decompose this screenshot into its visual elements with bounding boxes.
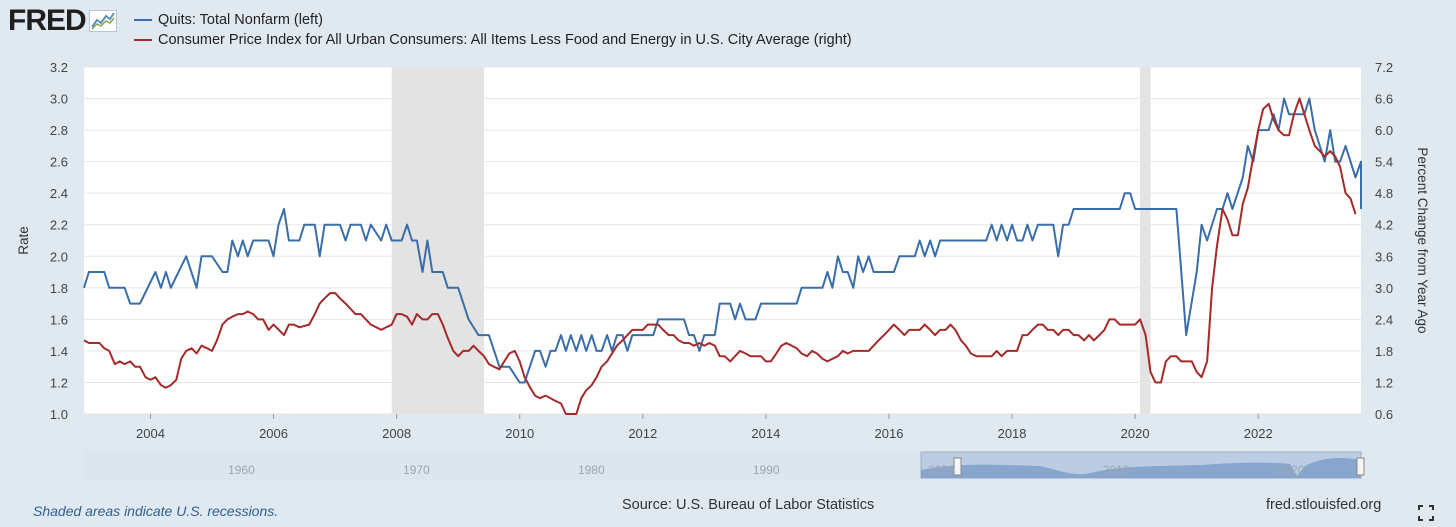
x-tick-label: 2012 (628, 426, 657, 441)
x-tick-label: 2014 (751, 426, 780, 441)
left-tick-label: 1.4 (50, 344, 68, 359)
recession-band-0 (392, 67, 484, 414)
navigator-tick-label: 1990 (753, 463, 780, 477)
left-tick-label: 1.0 (50, 407, 68, 422)
right-tick-label: 0.6 (1375, 407, 1393, 422)
x-tick-label: 2004 (136, 426, 165, 441)
x-tick-label: 2008 (382, 426, 411, 441)
left-tick-label: 2.2 (50, 218, 68, 233)
right-tick-label: 1.2 (1375, 375, 1393, 390)
right-tick-label: 6.6 (1375, 92, 1393, 107)
recession-note: Shaded areas indicate U.S. recessions. (33, 503, 278, 519)
right-tick-label: 1.8 (1375, 344, 1393, 359)
x-tick-label: 2020 (1121, 426, 1150, 441)
left-tick-label: 3.0 (50, 92, 68, 107)
line-chart: 1.0 0.6 1.2 1.2 1.4 1.8 1.6 2.4 1.8 3.0 2.0 3.6 2.2 4… (0, 0, 1456, 495)
navigator-tick-label: 1960 (228, 463, 255, 477)
x-tick-label: 2006 (259, 426, 288, 441)
left-tick-label: 2.0 (50, 249, 68, 264)
right-tick-label: 6.0 (1375, 123, 1393, 138)
right-tick-label: 7.2 (1375, 60, 1393, 75)
source-text: Source: U.S. Bureau of Labor Statistics (622, 497, 874, 513)
right-tick-label: 4.2 (1375, 218, 1393, 233)
left-tick-label: 3.2 (50, 60, 68, 75)
navigator-tick-label: 2020 (1278, 463, 1305, 477)
fred-url-link[interactable]: fred.stlouisfed.org (1266, 497, 1381, 513)
left-tick-label: 1.2 (50, 375, 68, 390)
left-tick-label: 1.6 (50, 312, 68, 327)
fullscreen-icon[interactable] (1418, 505, 1434, 521)
right-tick-label: 2.4 (1375, 312, 1393, 327)
right-tick-label: 3.6 (1375, 249, 1393, 264)
navigator-tick-label: 2000 (928, 463, 955, 477)
navigator-handle-left (954, 458, 961, 475)
left-tick-label: 2.6 (50, 155, 68, 170)
x-tick-label: 2022 (1244, 426, 1273, 441)
left-tick-label: 2.8 (50, 123, 68, 138)
x-tick-label: 2018 (998, 426, 1027, 441)
navigator-tick-label: 2010 (1103, 463, 1130, 477)
navigator-handle-right (1357, 458, 1364, 475)
left-tick-label: 1.8 (50, 281, 68, 296)
navigator-tick-label: 1970 (403, 463, 430, 477)
x-tick-label: 2010 (505, 426, 534, 441)
right-tick-label: 3.0 (1375, 281, 1393, 296)
left-tick-label: 2.4 (50, 186, 68, 201)
right-tick-label: 4.8 (1375, 186, 1393, 201)
navigator-tick-label: 1980 (578, 463, 605, 477)
left-axis-label: Rate (16, 226, 31, 255)
right-tick-label: 5.4 (1375, 155, 1393, 170)
x-tick-label: 2016 (875, 426, 904, 441)
right-axis-label: Percent Change from Year Ago (1415, 147, 1430, 333)
